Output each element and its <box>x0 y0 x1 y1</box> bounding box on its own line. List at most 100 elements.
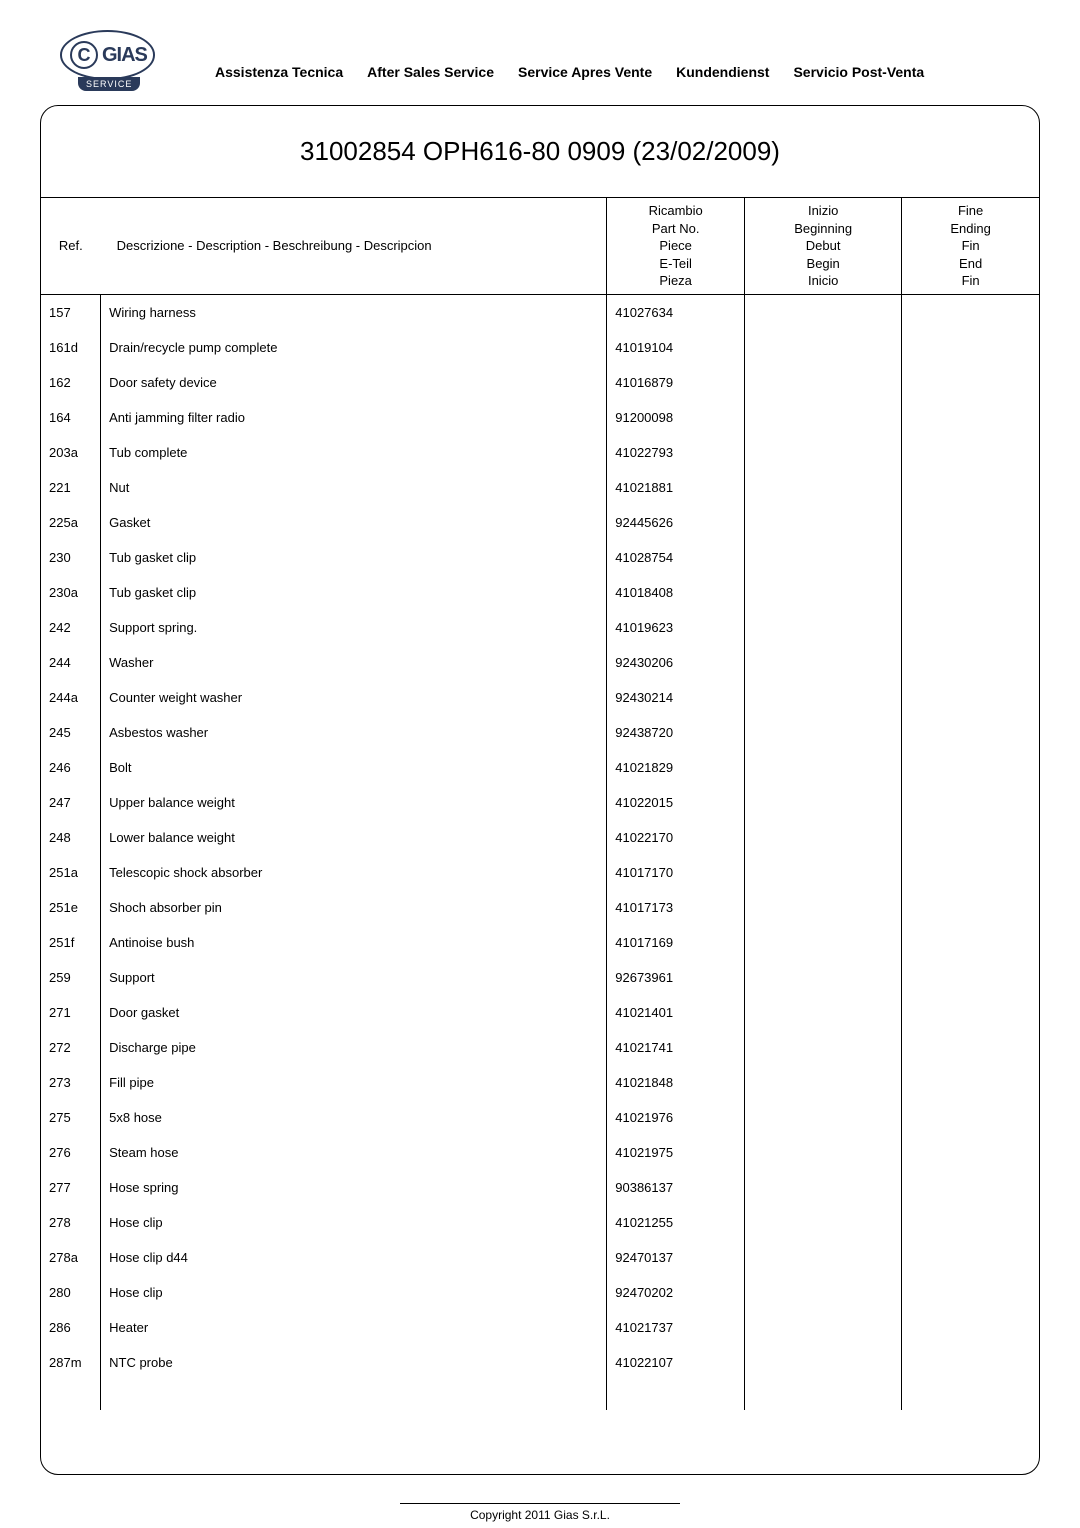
cell-end <box>902 470 1039 505</box>
cell-desc: Antinoise bush <box>101 925 607 960</box>
cell-begin <box>745 680 902 715</box>
cell-ref: 247 <box>41 785 101 820</box>
table-row: 278aHose clip d4492470137 <box>41 1240 1039 1275</box>
table-row: 164Anti jamming filter radio91200098 <box>41 400 1039 435</box>
cell-ref: 272 <box>41 1030 101 1065</box>
cell-part: 41022107 <box>607 1345 745 1380</box>
cell-ref: 161d <box>41 330 101 365</box>
cell-desc: Hose clip <box>101 1205 607 1240</box>
service-labels: Assistenza Tecnica After Sales Service S… <box>215 64 924 80</box>
cell-begin <box>745 365 902 400</box>
cell-begin <box>745 1100 902 1135</box>
cell-desc: Lower balance weight <box>101 820 607 855</box>
cell-part: 41022170 <box>607 820 745 855</box>
cell-end <box>902 435 1039 470</box>
cell-part: 41021975 <box>607 1135 745 1170</box>
cell-ref: 280 <box>41 1275 101 1310</box>
cell-desc: 5x8 hose <box>101 1100 607 1135</box>
table-row: 278Hose clip41021255 <box>41 1205 1039 1240</box>
cell-end <box>902 1345 1039 1380</box>
cell-desc: Support spring. <box>101 610 607 645</box>
table-row: 277Hose spring90386137 <box>41 1170 1039 1205</box>
cell-end <box>902 365 1039 400</box>
table-row: 244Washer92430206 <box>41 645 1039 680</box>
service-label: Kundendienst <box>676 64 769 80</box>
table-row: 286Heater41021737 <box>41 1310 1039 1345</box>
cell-desc: Shoch absorber pin <box>101 890 607 925</box>
cell-end <box>902 855 1039 890</box>
cell-end <box>902 785 1039 820</box>
table-row: 230Tub gasket clip41028754 <box>41 540 1039 575</box>
table-row: 244aCounter weight washer92430214 <box>41 680 1039 715</box>
cell-part: 41019623 <box>607 610 745 645</box>
table-row: 259Support92673961 <box>41 960 1039 995</box>
cell-begin <box>745 855 902 890</box>
cell-part: 92438720 <box>607 715 745 750</box>
cell-end <box>902 1205 1039 1240</box>
cell-begin <box>745 925 902 960</box>
cell-part: 92470137 <box>607 1240 745 1275</box>
cell-begin <box>745 995 902 1030</box>
cell-ref: 244 <box>41 645 101 680</box>
cell-end <box>902 540 1039 575</box>
cell-part: 41022015 <box>607 785 745 820</box>
cell-end <box>902 750 1039 785</box>
cell-part: 41021829 <box>607 750 745 785</box>
cell-desc: Tub gasket clip <box>101 575 607 610</box>
cell-end <box>902 330 1039 365</box>
cell-part: 41021881 <box>607 470 745 505</box>
table-header: Ref. Descrizione - Description - Beschre… <box>41 198 1039 295</box>
cell-end <box>902 1030 1039 1065</box>
cell-ref: 221 <box>41 470 101 505</box>
cell-begin <box>745 540 902 575</box>
cell-begin <box>745 1135 902 1170</box>
cell-ref: 273 <box>41 1065 101 1100</box>
cell-begin <box>745 470 902 505</box>
service-label: Servicio Post-Venta <box>793 64 924 80</box>
cell-part: 41017173 <box>607 890 745 925</box>
cell-desc: Hose clip d44 <box>101 1240 607 1275</box>
cell-ref: 275 <box>41 1100 101 1135</box>
cell-desc: Counter weight washer <box>101 680 607 715</box>
cell-end <box>902 1310 1039 1345</box>
cell-desc: Fill pipe <box>101 1065 607 1100</box>
cell-ref: 251a <box>41 855 101 890</box>
cell-part: 92470202 <box>607 1275 745 1310</box>
cell-desc: NTC probe <box>101 1345 607 1380</box>
cell-part: 41019104 <box>607 330 745 365</box>
cell-part: 41022793 <box>607 435 745 470</box>
cell-ref: 230 <box>41 540 101 575</box>
cell-desc: Upper balance weight <box>101 785 607 820</box>
cell-ref: 246 <box>41 750 101 785</box>
table-row: 230aTub gasket clip41018408 <box>41 575 1039 610</box>
cell-desc: Anti jamming filter radio <box>101 400 607 435</box>
cell-part: 41018408 <box>607 575 745 610</box>
cell-ref: 242 <box>41 610 101 645</box>
cell-ref: 278a <box>41 1240 101 1275</box>
footer-divider <box>400 1503 680 1504</box>
cell-desc: Door gasket <box>101 995 607 1030</box>
cell-begin <box>745 645 902 680</box>
table-row: 225aGasket92445626 <box>41 505 1039 540</box>
cell-part: 41016879 <box>607 365 745 400</box>
cell-desc: Asbestos washer <box>101 715 607 750</box>
cell-part: 41021737 <box>607 1310 745 1345</box>
cell-part: 41021401 <box>607 995 745 1030</box>
cell-part: 41027634 <box>607 294 745 330</box>
cell-ref: 230a <box>41 575 101 610</box>
logo-service-tab: SERVICE <box>78 77 140 91</box>
cell-ref: 287m <box>41 1345 101 1380</box>
cell-part: 91200098 <box>607 400 745 435</box>
cell-begin <box>745 505 902 540</box>
header-end: FineEndingFinEndFin <box>902 198 1039 295</box>
cell-desc: Tub gasket clip <box>101 540 607 575</box>
cell-begin <box>745 960 902 995</box>
cell-begin <box>745 820 902 855</box>
cell-ref: 276 <box>41 1135 101 1170</box>
cell-part: 92430206 <box>607 645 745 680</box>
cell-ref: 286 <box>41 1310 101 1345</box>
cell-desc: Wiring harness <box>101 294 607 330</box>
logo-circle-icon: C <box>70 41 98 69</box>
header-begin: InizioBeginningDebutBeginInicio <box>745 198 902 295</box>
table-row: 246Bolt41021829 <box>41 750 1039 785</box>
